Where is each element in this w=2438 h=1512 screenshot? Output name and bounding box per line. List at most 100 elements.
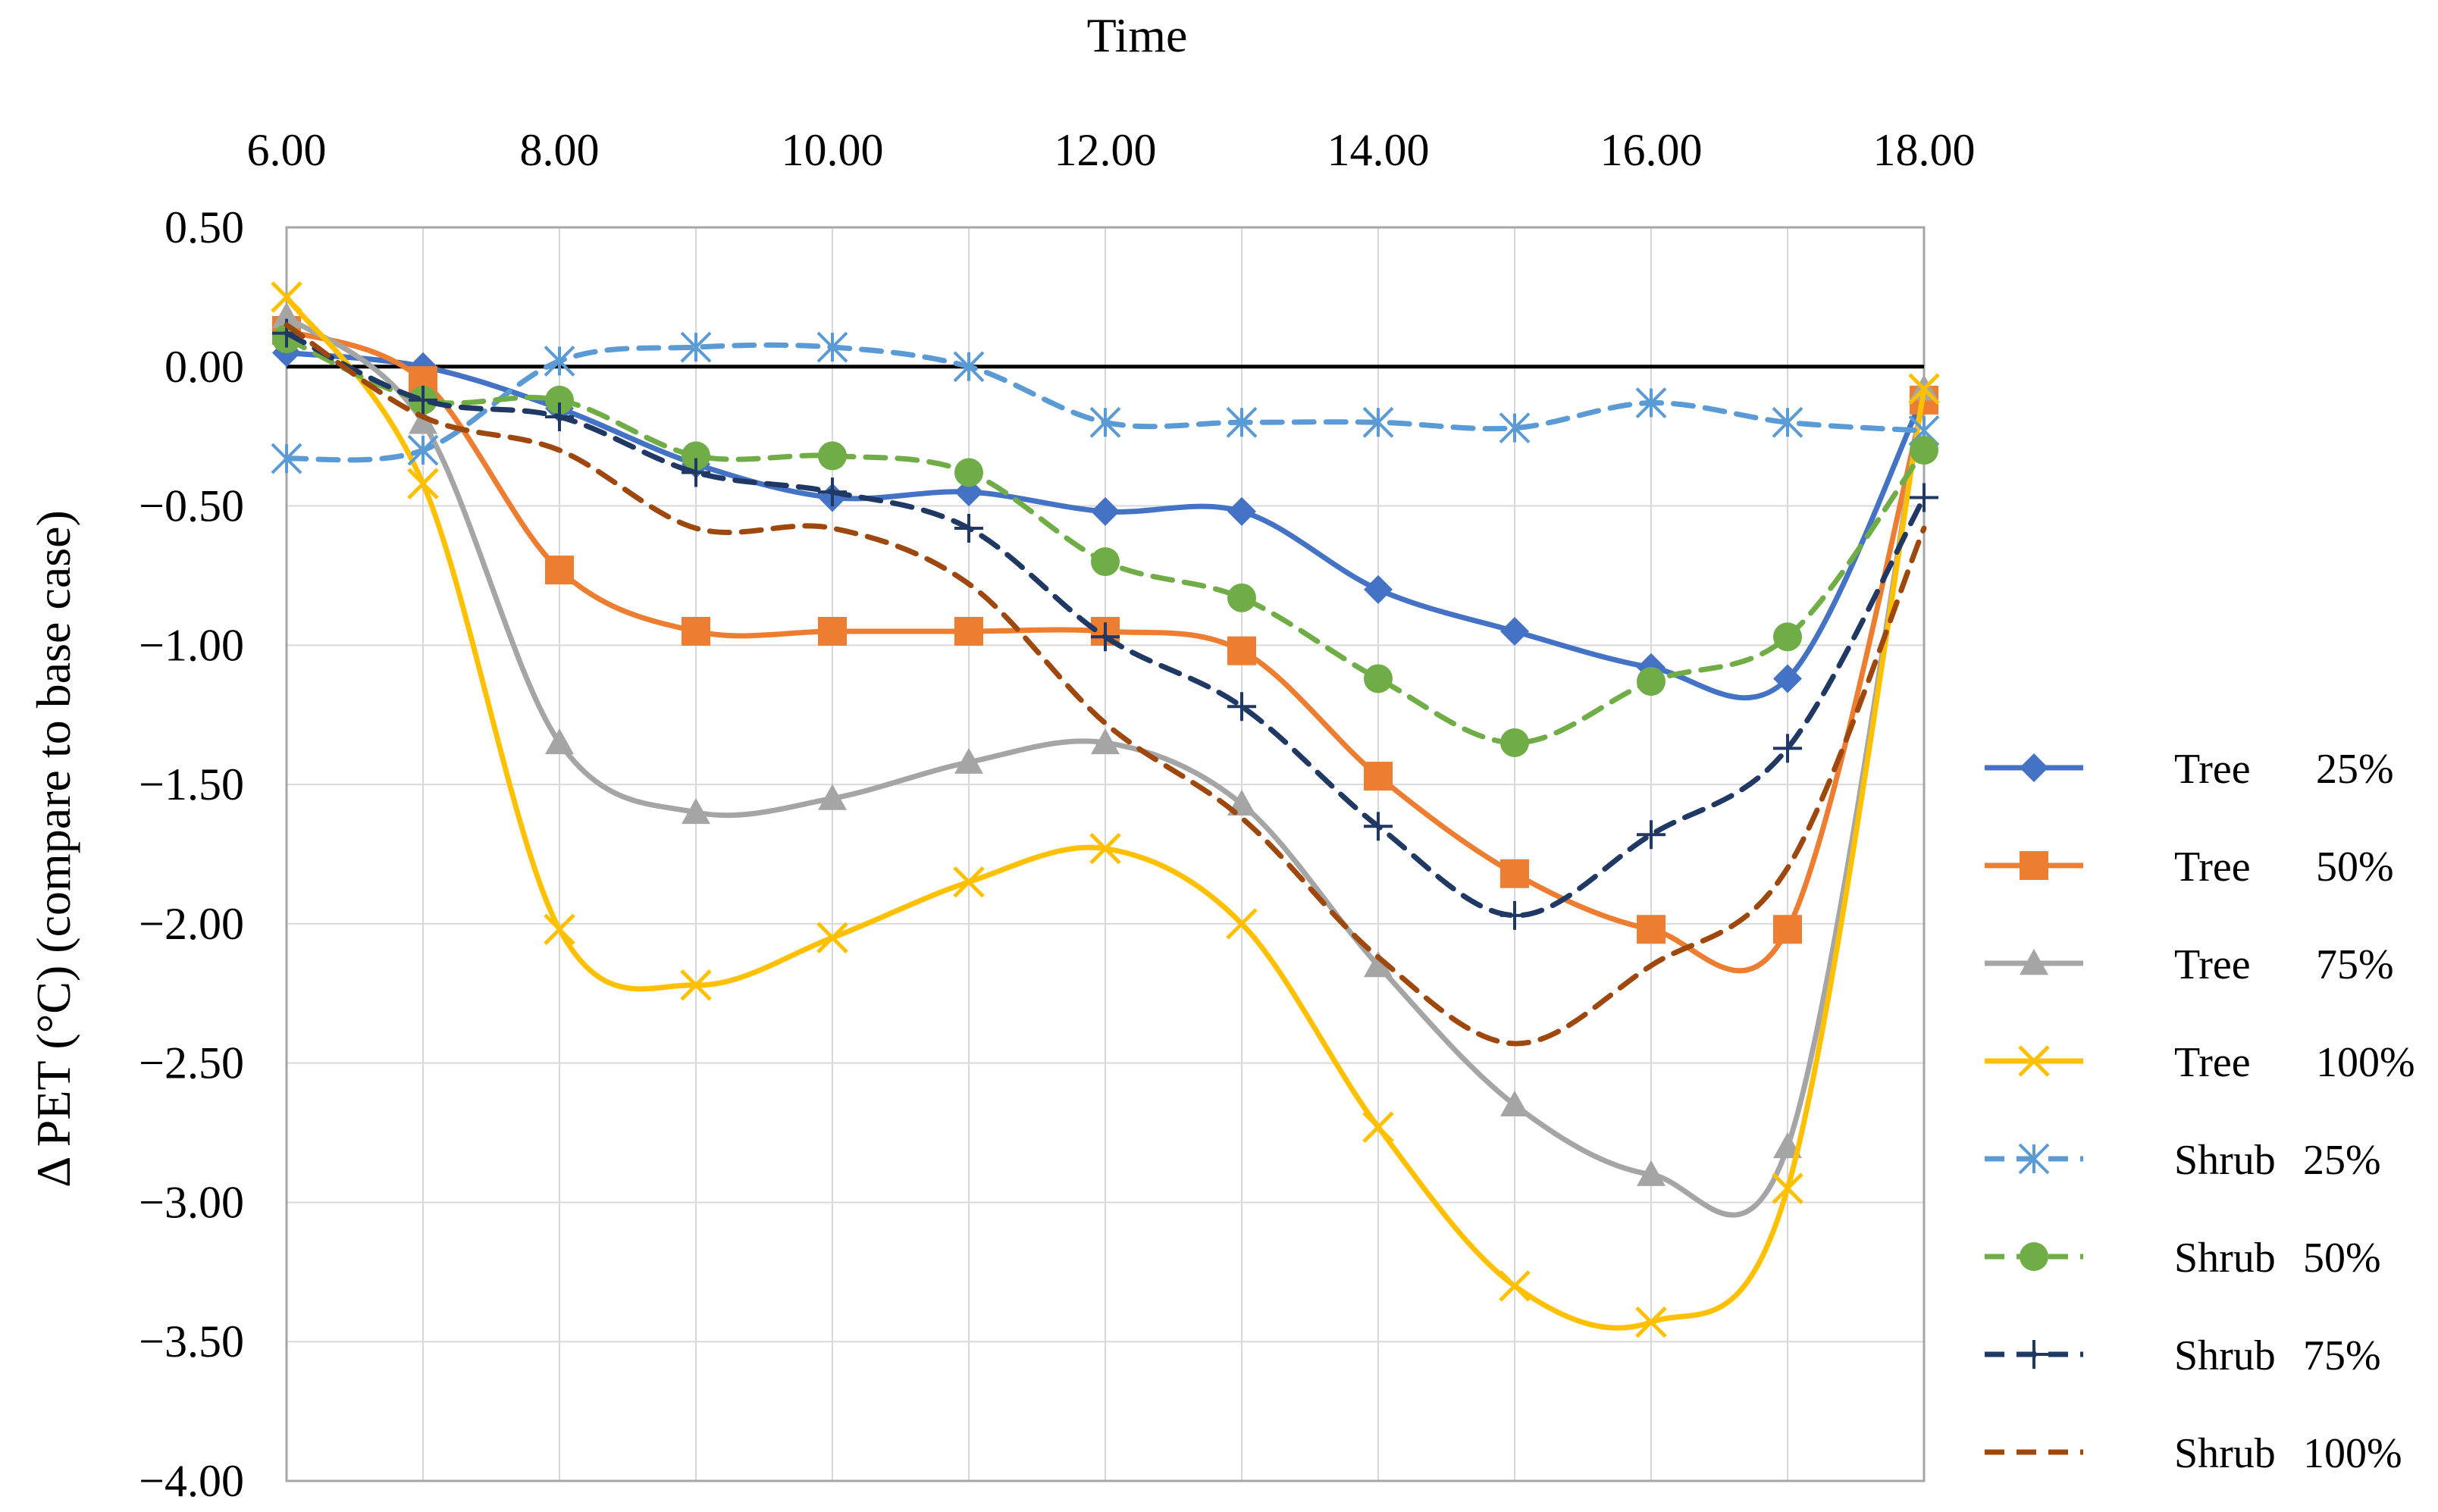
- data-point-tree-75: [409, 408, 437, 434]
- data-point-shrub-25: [1089, 406, 1121, 438]
- y-axis-title: Δ PET (°C) (compare to base case): [27, 510, 80, 1188]
- series-line-shrub-100: [284, 322, 1927, 1047]
- legend-pct: 100%: [2303, 1430, 2402, 1477]
- legend-marker: [2018, 1143, 2050, 1175]
- x-tick-label: 8.00: [520, 125, 600, 175]
- data-point-tree-100: [1635, 1306, 1667, 1338]
- legend-item-tree-75: Tree 75%: [1985, 941, 2394, 988]
- y-tick-label: −3.50: [139, 1316, 244, 1366]
- data-point-shrub-25: [1362, 406, 1394, 438]
- x-tick-label: 6.00: [247, 125, 327, 175]
- data-point-tree-100: [680, 969, 712, 1001]
- legend-name: Tree: [2174, 746, 2251, 793]
- y-tick-label: −4.00: [139, 1456, 244, 1506]
- data-point-shrub-75: [545, 402, 574, 431]
- y-tick-label: 0.50: [165, 202, 244, 252]
- x-tick-labels: 6.00 8.00 10.00 12.00 14.00 16.00 18.00: [247, 125, 1976, 175]
- data-point-shrub-50: [1500, 728, 1529, 757]
- legend-marker: [2020, 1242, 2048, 1271]
- data-point-tree-50: [1637, 915, 1666, 944]
- data-point-tree-100: [271, 281, 302, 313]
- legend-marker: [2020, 851, 2048, 880]
- data-point-shrub-50: [545, 385, 574, 415]
- data-point-tree-25: [1227, 496, 1256, 526]
- data-point-shrub-75: [409, 385, 437, 415]
- data-point-shrub-50: [1773, 622, 1802, 652]
- series-line-shrub-75: [284, 330, 1927, 919]
- data-point-tree-50: [818, 616, 847, 646]
- data-point-shrub-75: [1364, 812, 1393, 841]
- legend: Tree 25%Tree 50%Tree 75%Tree 100%Shrub 25%Shr…: [1985, 746, 2415, 1477]
- legend-marker: [2018, 1045, 2050, 1077]
- series-line-tree-100: [284, 294, 1927, 1331]
- legend-name: Tree: [2174, 844, 2251, 891]
- data-point-shrub-25: [1226, 406, 1258, 438]
- legend-name: Shrub: [2174, 1137, 2276, 1184]
- data-point-shrub-50: [1910, 436, 1938, 465]
- legend-item-shrub-50: Shrub 50%: [1985, 1235, 2381, 1282]
- x-tick-label: 16.00: [1600, 125, 1703, 175]
- legend-item-shrub-25: Shrub 25%: [1985, 1137, 2381, 1184]
- legend-name: Shrub: [2174, 1235, 2276, 1282]
- x-tick-label: 18.00: [1873, 125, 1976, 175]
- series-tree-75: [272, 302, 1938, 1218]
- data-point-tree-50: [954, 616, 983, 646]
- series-tree-100: [271, 281, 1940, 1338]
- legend-name: Shrub: [2174, 1430, 2276, 1477]
- data-point-shrub-75: [1910, 483, 1938, 512]
- data-point-tree-25: [1500, 616, 1529, 646]
- data-point-shrub-25: [407, 434, 439, 466]
- legend-item-shrub-100: Shrub 100%: [1985, 1430, 2402, 1477]
- data-point-shrub-50: [954, 458, 983, 487]
- data-point-tree-25: [1364, 574, 1393, 604]
- y-tick-label: 0.00: [165, 342, 244, 392]
- data-point-tree-75: [1637, 1160, 1666, 1186]
- data-point-tree-100: [407, 468, 439, 499]
- y-tick-labels: 0.50 0.00 −0.50 −1.00 −1.50 −2.00 −2.50 −3.00 −3…: [139, 202, 244, 1506]
- y-tick-label: −2.50: [139, 1038, 244, 1088]
- data-point-tree-50: [545, 556, 574, 585]
- data-point-tree-100: [1089, 832, 1121, 865]
- data-point-shrub-75: [1500, 900, 1529, 930]
- legend-item-tree-100: Tree 100%: [1985, 1039, 2415, 1086]
- data-point-tree-75: [272, 302, 301, 328]
- data-point-tree-75: [682, 797, 710, 825]
- data-point-tree-100: [1772, 1172, 1803, 1204]
- data-point-shrub-50: [1227, 583, 1256, 612]
- data-point-tree-75: [545, 728, 574, 755]
- data-point-shrub-50: [1091, 547, 1120, 577]
- legend-pct: 50%: [2303, 1235, 2381, 1282]
- data-point-tree-100: [544, 913, 575, 946]
- data-point-shrub-25: [1635, 387, 1667, 418]
- data-point-shrub-25: [271, 443, 302, 474]
- legend-pct: 25%: [2303, 1137, 2381, 1184]
- x-axis-title: Time: [1087, 8, 1188, 62]
- series-line-tree-75: [284, 314, 1927, 1218]
- data-point-tree-25: [1773, 664, 1802, 693]
- legend-pct: 50%: [2316, 844, 2394, 891]
- data-point-shrub-25: [953, 351, 985, 383]
- series-shrub-100: [284, 322, 1927, 1047]
- data-point-shrub-50: [1637, 667, 1666, 697]
- plot-area: [285, 226, 1926, 1482]
- legend-pct: 25%: [2316, 746, 2394, 793]
- legend-item-tree-25: Tree 25%: [1985, 746, 2394, 793]
- data-point-shrub-75: [1091, 622, 1120, 652]
- data-point-shrub-75: [1637, 820, 1666, 850]
- data-point-tree-75: [818, 784, 847, 810]
- data-point-shrub-75: [1773, 734, 1802, 763]
- data-point-shrub-25: [680, 331, 712, 363]
- data-point-tree-75: [954, 747, 983, 774]
- legend-pct: 75%: [2303, 1332, 2381, 1379]
- data-point-shrub-50: [1364, 664, 1393, 693]
- legend-item-tree-50: Tree 50%: [1985, 844, 2394, 891]
- data-point-shrub-25: [816, 331, 848, 363]
- legend-name: Tree: [2174, 941, 2251, 988]
- y-tick-label: −2.00: [139, 899, 244, 949]
- data-point-tree-100: [1362, 1111, 1394, 1143]
- legend-item-shrub-75: Shrub 75%: [1985, 1332, 2381, 1379]
- legend-name: Tree: [2174, 1039, 2251, 1086]
- data-point-shrub-50: [818, 441, 847, 471]
- data-point-tree-100: [1499, 1269, 1531, 1302]
